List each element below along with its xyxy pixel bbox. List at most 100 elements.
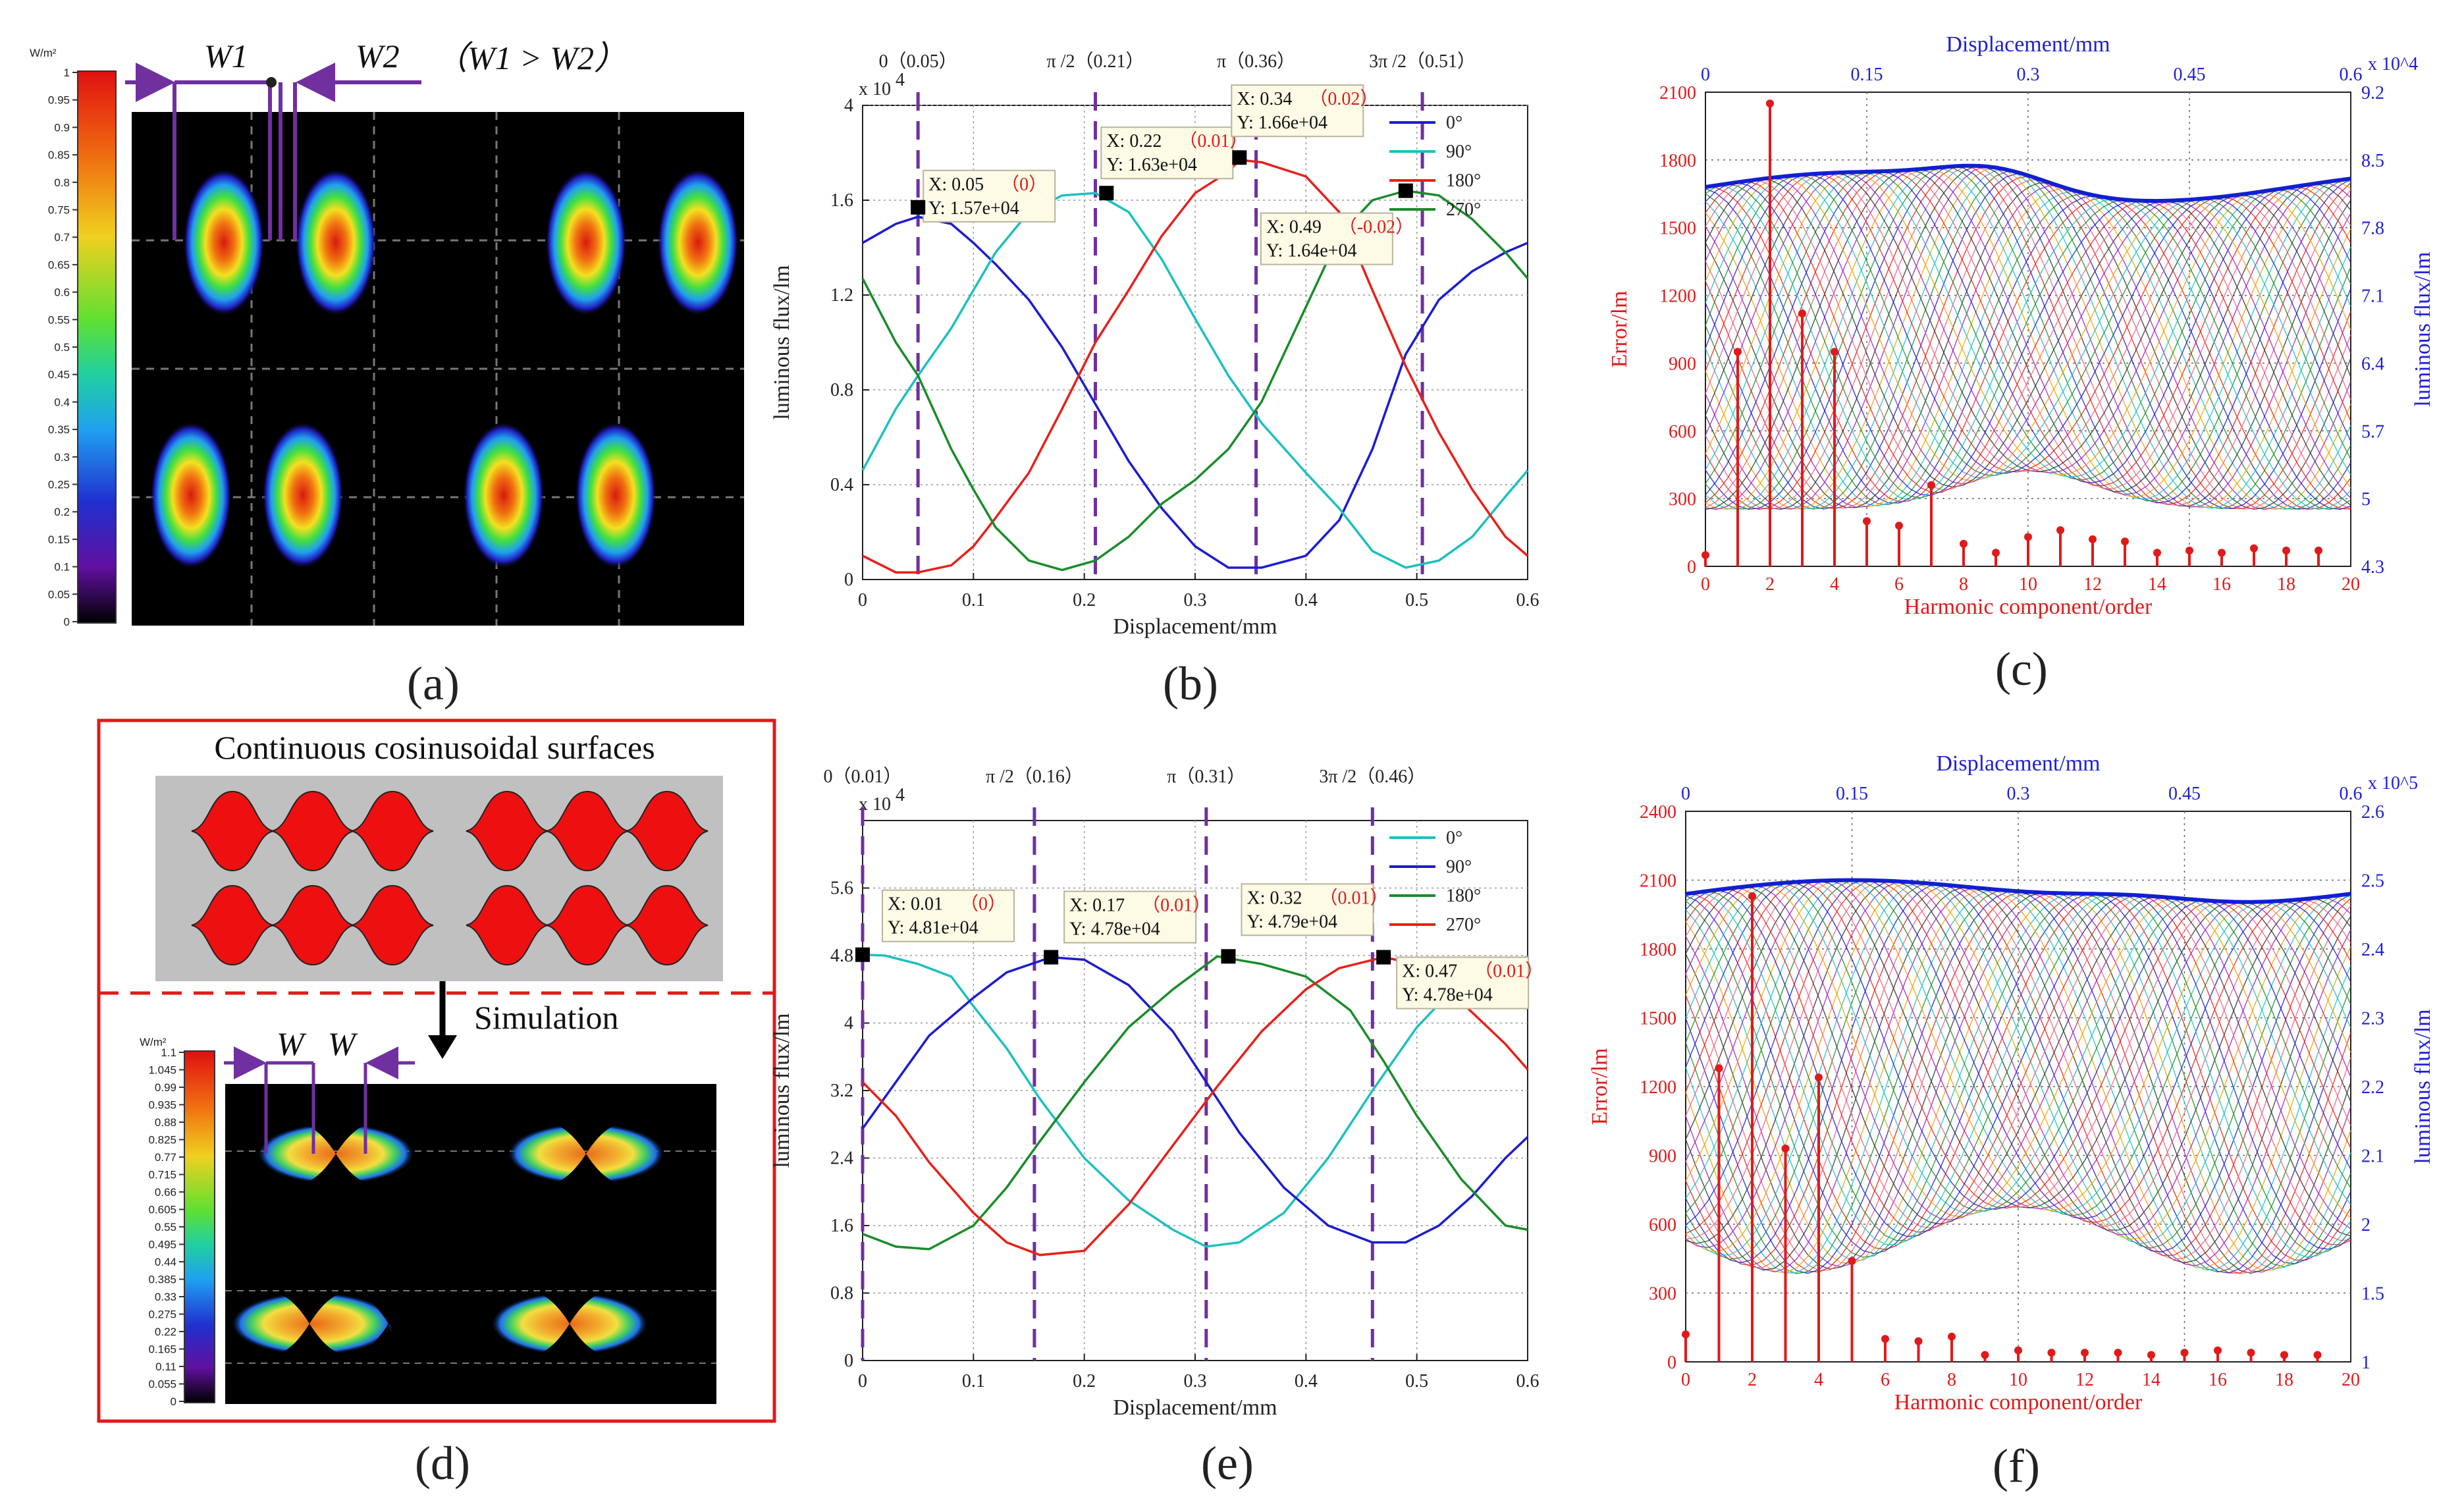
y-tick-label: 1.6 xyxy=(830,190,853,211)
colorbar-d-unit: W/m² xyxy=(140,1036,167,1048)
y-tick-label: 1200 xyxy=(1659,286,1696,307)
colorbar-tick-label: 0.165 xyxy=(148,1343,176,1356)
harmonic-curve xyxy=(1685,888,2351,1274)
right-tick-label: 5.7 xyxy=(2361,421,2384,442)
y-axis-label: Error/lm xyxy=(1588,1048,1612,1125)
phase-marker-label: 0（0.01） xyxy=(823,766,901,787)
panel-label-d: (d) xyxy=(415,1437,470,1490)
right-exponent: x 10^5 xyxy=(2368,773,2418,794)
series-line-0° xyxy=(862,953,1528,1248)
datatip-y: Y: 1.66e+04 xyxy=(1237,113,1327,133)
harmonic-curve xyxy=(1705,173,2351,472)
y-tick-label: 1500 xyxy=(1640,1009,1676,1029)
colorbar-tick-label: 0.55 xyxy=(48,313,70,326)
harmonic-curve xyxy=(1705,178,2351,510)
colorbar-tick-label: 0.44 xyxy=(155,1256,176,1268)
light-spots-d xyxy=(230,1123,665,1355)
y-tick-label: 2.4 xyxy=(830,1148,853,1169)
colorbar-tick-label: 0.055 xyxy=(148,1378,176,1391)
x-axis-label: Displacement/mm xyxy=(1113,614,1277,639)
top-tick-label: 0 xyxy=(1701,65,1710,85)
colorbar-tick-label: 0.385 xyxy=(148,1274,176,1286)
colorbar-a-ticks: 1 0.95 0.9 0.85 0.8 0.75 0.7 0.65 0.6 0.55 0.5 0.45… xyxy=(48,67,78,628)
harmonic-curve xyxy=(1685,884,2351,1264)
colorbar-tick-label: 0 xyxy=(171,1395,176,1408)
harmonic-curve xyxy=(1685,882,2351,1212)
right-tick-label: 1 xyxy=(2361,1353,2370,1373)
legend-label: 180° xyxy=(1446,171,1481,191)
colorbar-tick-label: 0.495 xyxy=(148,1239,176,1251)
max-envelope xyxy=(1685,878,2351,904)
panel-d: Continuous cosinusoidal surfaces Simulat… xyxy=(97,718,776,1490)
y-axis-label: Error/lm xyxy=(1607,290,1632,367)
datatip-x: X: 0.49 xyxy=(1266,217,1322,238)
y-tick-label: 0 xyxy=(844,1351,853,1371)
legend-label: 270° xyxy=(1446,200,1481,220)
datatip-marker xyxy=(855,947,870,962)
y-tick-label: 0.4 xyxy=(830,475,853,495)
top-axis-label: Displacement/mm xyxy=(1946,32,2110,57)
right-tick-label: 6.4 xyxy=(2361,354,2384,374)
series-line-90° xyxy=(861,192,1529,569)
colorbar-tick-label: 0.1 xyxy=(54,561,70,574)
stem-head xyxy=(1948,1332,1956,1341)
colorbar-tick-label: 1.1 xyxy=(161,1046,176,1059)
datatip-box xyxy=(882,889,1015,942)
harmonic-curve xyxy=(1705,171,2351,510)
colorbar-tick-label: 0.935 xyxy=(148,1099,176,1112)
cosinusoidal-surfaces xyxy=(191,790,709,966)
top-tick-label: 0.45 xyxy=(2174,65,2206,85)
colorbar-d xyxy=(184,1050,215,1403)
y-tick-label: 1.6 xyxy=(830,1216,853,1236)
harmonic-curve xyxy=(1705,193,2351,510)
stem-head xyxy=(1981,1351,1989,1359)
colorbar-tick-label: 0.35 xyxy=(48,423,70,436)
top-tick-label: 0.3 xyxy=(2017,65,2040,85)
panel-a: W/m² 1 0.95 0.9 0.85 0.8 0.75 0.7 0.65 0.6 0.55 0.… xyxy=(30,38,744,710)
colorbar-tick-label: 0.33 xyxy=(155,1291,176,1303)
right-tick-label: 2.6 xyxy=(2361,802,2384,823)
w1-label: W1 xyxy=(204,38,248,74)
datatip-marker xyxy=(1099,186,1114,201)
series-line-270° xyxy=(861,189,1529,572)
right-tick-label: 7.8 xyxy=(2361,219,2384,239)
panel-label-b: (b) xyxy=(1163,657,1218,710)
harmonic-curve xyxy=(1685,892,2351,1274)
datatip-x: X: 0.22 xyxy=(1106,131,1162,151)
x-tick-label: 10 xyxy=(2009,1370,2027,1390)
harmonic-curve xyxy=(1705,172,2351,478)
width-relation: （W1 > W2） xyxy=(435,40,627,76)
y-tick-label: 5.6 xyxy=(830,878,853,899)
harmonic-curve xyxy=(1685,880,2351,1211)
top-tick-label: 0.15 xyxy=(1836,784,1868,804)
stem-head xyxy=(1992,549,2000,557)
panel-d-title: Continuous cosinusoidal surfaces xyxy=(214,729,655,766)
stem-head xyxy=(2250,544,2258,553)
phase-marker-label: 3π /2（0.51） xyxy=(1369,51,1476,72)
x-tick-label: 0 xyxy=(858,590,867,610)
harmonic-curve xyxy=(1685,880,2351,1208)
datatip-y: Y: 1.63e+04 xyxy=(1106,155,1197,175)
stem-head xyxy=(1734,348,1742,356)
stem-head xyxy=(1960,539,1968,548)
harmonic-curve xyxy=(1685,882,2351,1256)
right-tick-label: 2.4 xyxy=(2361,940,2384,960)
w2-label: W2 xyxy=(356,38,400,74)
harmonic-curve xyxy=(1705,165,2351,510)
x-tick-label: 12 xyxy=(2083,574,2102,595)
y-exponent-power: 4 xyxy=(896,785,905,805)
harmonic-curve xyxy=(1705,178,2351,506)
x-tick-label: 4 xyxy=(1814,1370,1823,1390)
x-tick-label: 8 xyxy=(1959,574,1968,595)
colorbar-tick-label: 0.88 xyxy=(155,1116,176,1129)
right-tick-label: 2.5 xyxy=(2361,871,2384,892)
stem-head xyxy=(1766,99,1774,108)
right-tick-label: 4.3 xyxy=(2361,557,2384,578)
datatip-x: X: 0.01 xyxy=(888,894,943,915)
x-tick-label: 12 xyxy=(2076,1370,2094,1390)
x-tick-label: 2 xyxy=(1765,574,1775,595)
harmonic-curve xyxy=(1685,883,2351,1214)
colorbar-tick-label: 0.65 xyxy=(48,259,70,271)
y-tick-label: 600 xyxy=(1669,421,1696,442)
colorbar-tick-label: 0.5 xyxy=(54,341,70,354)
